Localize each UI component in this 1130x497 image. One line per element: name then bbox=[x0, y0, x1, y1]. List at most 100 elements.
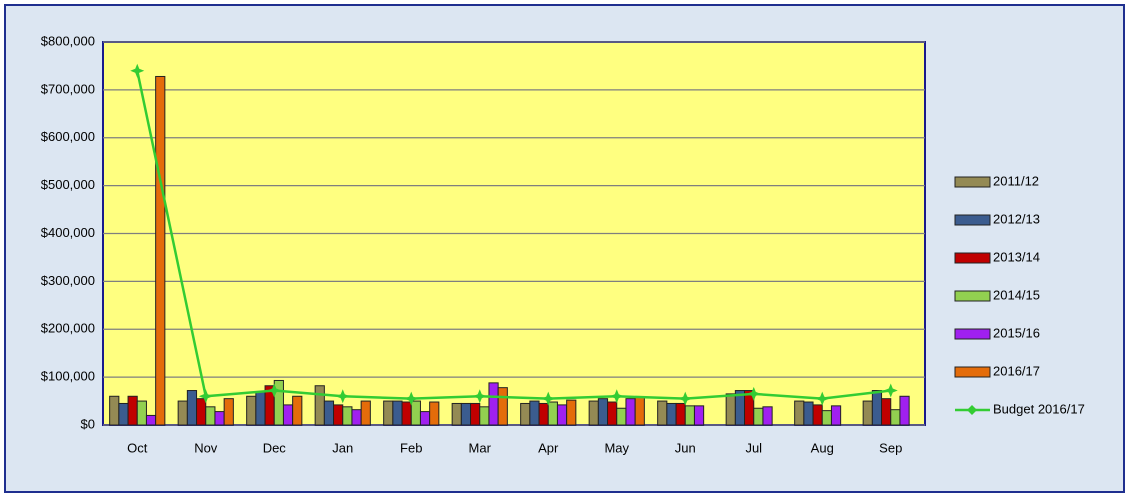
line-marker bbox=[472, 389, 487, 404]
y-tick-label: $800,000 bbox=[41, 33, 95, 48]
legend-swatch bbox=[954, 366, 991, 378]
legend-swatch bbox=[954, 252, 991, 264]
legend-swatch bbox=[954, 328, 991, 340]
legend-label: 2015/16 bbox=[993, 325, 1040, 340]
legend-label: Budget 2016/17 bbox=[993, 401, 1085, 416]
bar bbox=[314, 385, 325, 426]
y-tick-label: $200,000 bbox=[41, 321, 95, 336]
x-tick-label: Jul bbox=[745, 440, 762, 455]
bar bbox=[470, 402, 481, 426]
x-tick-label: Aug bbox=[811, 440, 834, 455]
bar bbox=[607, 401, 618, 426]
bar bbox=[246, 395, 257, 426]
bar bbox=[616, 407, 627, 426]
bar bbox=[223, 398, 234, 426]
bar bbox=[255, 390, 266, 426]
line-marker bbox=[198, 389, 213, 404]
x-tick-label: Dec bbox=[263, 440, 287, 455]
legend-label: 2012/13 bbox=[993, 211, 1040, 226]
legend-label: 2013/14 bbox=[993, 249, 1040, 264]
bar bbox=[871, 390, 883, 426]
bar bbox=[812, 404, 823, 426]
bar bbox=[830, 405, 842, 426]
bar bbox=[497, 387, 508, 426]
bar bbox=[547, 401, 558, 426]
x-tick-label: Feb bbox=[400, 440, 422, 455]
line-marker bbox=[609, 389, 624, 404]
line bbox=[136, 70, 891, 400]
y-tick-label: $400,000 bbox=[41, 225, 95, 240]
bar bbox=[666, 402, 677, 426]
bar bbox=[529, 400, 540, 426]
bar bbox=[479, 406, 490, 426]
y-tick-label: $700,000 bbox=[41, 81, 95, 96]
bar bbox=[725, 393, 736, 426]
bar bbox=[383, 400, 394, 426]
x-tick-label: Mar bbox=[469, 440, 492, 455]
y-tick-label: $300,000 bbox=[41, 273, 95, 288]
x-tick-label: Apr bbox=[538, 440, 559, 455]
bar bbox=[401, 401, 412, 426]
line-marker bbox=[883, 383, 898, 398]
legend-swatch bbox=[967, 405, 977, 415]
bar bbox=[136, 400, 147, 426]
bar bbox=[460, 402, 472, 426]
bar bbox=[323, 400, 335, 426]
y-tick-label: $100,000 bbox=[41, 369, 95, 384]
bar bbox=[360, 400, 371, 426]
bar bbox=[588, 400, 599, 426]
bar bbox=[205, 406, 216, 426]
legend-label: 2016/17 bbox=[993, 363, 1040, 378]
bar bbox=[351, 409, 362, 426]
y-tick-label: $500,000 bbox=[41, 177, 95, 192]
line-marker bbox=[267, 383, 282, 398]
bar bbox=[196, 398, 207, 426]
bar bbox=[890, 409, 901, 426]
line-marker bbox=[541, 391, 556, 406]
bar bbox=[753, 407, 764, 426]
line-marker bbox=[130, 63, 145, 78]
bar bbox=[109, 395, 120, 426]
bar bbox=[273, 379, 284, 426]
bar bbox=[684, 405, 695, 426]
bar bbox=[333, 404, 344, 426]
legend-swatch bbox=[954, 176, 991, 188]
bar bbox=[451, 402, 462, 426]
legend-swatch bbox=[954, 290, 991, 302]
x-tick-label: Nov bbox=[194, 440, 218, 455]
bar bbox=[292, 395, 303, 426]
x-tick-label: Jan bbox=[332, 440, 353, 455]
x-tick-label: Oct bbox=[127, 440, 148, 455]
legend-label: 2011/12 bbox=[993, 173, 1039, 188]
x-tick-label: Jun bbox=[675, 440, 696, 455]
bar bbox=[488, 382, 499, 426]
bar bbox=[145, 414, 157, 426]
bar bbox=[342, 406, 353, 426]
line-marker bbox=[404, 391, 419, 406]
legend-swatch bbox=[954, 214, 991, 226]
bar bbox=[762, 406, 773, 426]
y-tick-label: $600,000 bbox=[41, 129, 95, 144]
bar bbox=[803, 401, 814, 426]
bar bbox=[657, 400, 668, 426]
bar bbox=[177, 400, 188, 426]
bar bbox=[821, 410, 832, 426]
bar bbox=[282, 404, 294, 426]
bar bbox=[127, 395, 138, 426]
legend-label: 2014/15 bbox=[993, 287, 1040, 302]
bar bbox=[186, 390, 198, 426]
bar bbox=[538, 402, 549, 426]
bar bbox=[520, 402, 531, 426]
bar bbox=[566, 399, 577, 426]
bar bbox=[214, 411, 225, 426]
bar bbox=[419, 411, 431, 426]
bar bbox=[693, 405, 705, 426]
bar bbox=[392, 400, 403, 426]
bar bbox=[155, 75, 166, 426]
bar bbox=[794, 400, 805, 426]
y-tick-label: $0 bbox=[81, 416, 95, 431]
bar bbox=[675, 402, 686, 426]
bar bbox=[862, 400, 873, 426]
line-marker bbox=[815, 391, 830, 406]
